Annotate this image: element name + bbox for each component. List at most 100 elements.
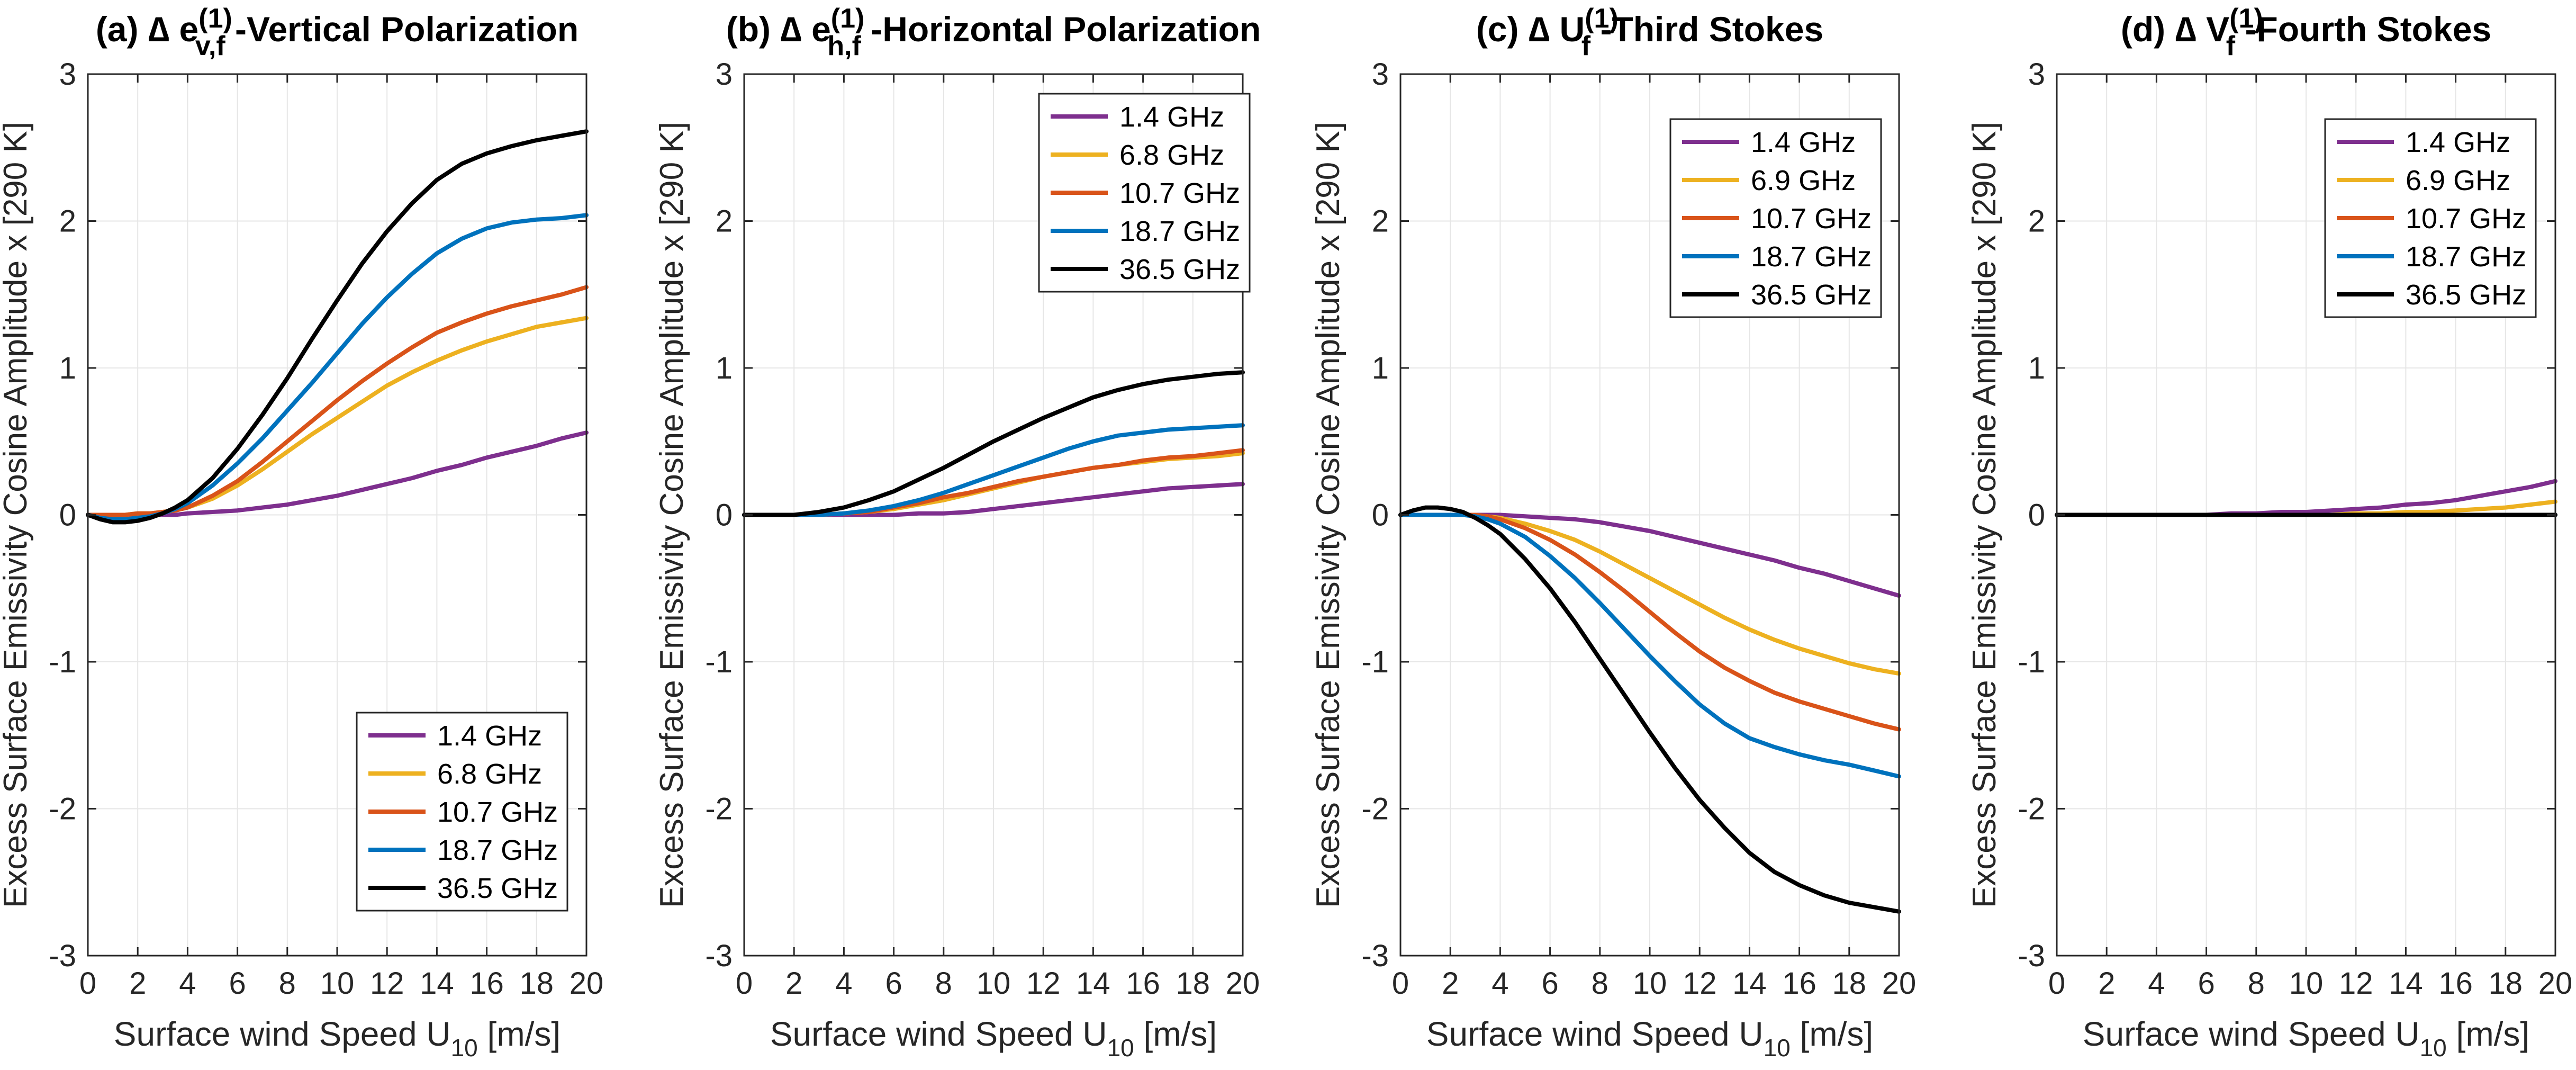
y-tick-label: -2 xyxy=(1361,792,1389,826)
x-axis-label-unit: [m/s] xyxy=(1791,1015,1873,1053)
panel-title-subscript: v,f xyxy=(195,31,226,61)
x-tick-label: 16 xyxy=(469,966,504,1001)
panel-title-subscript: f xyxy=(1581,31,1591,61)
panel-title: (d) ∆ V(1) f -Fourth Stokes xyxy=(2121,3,2491,61)
x-tick-label: 8 xyxy=(935,966,952,1001)
x-tick-label: 16 xyxy=(1126,966,1160,1001)
x-tick-label: 18 xyxy=(2489,966,2523,1001)
x-axis-label: Surface wind Speed U10 [m/s] xyxy=(1426,1015,1873,1062)
x-tick-label: 8 xyxy=(1592,966,1608,1001)
panel-title-prefix: (b) ∆ e xyxy=(726,10,831,49)
legend-entry-label: 1.4 GHz xyxy=(1119,101,1224,133)
series-line xyxy=(86,285,589,517)
x-tick-label: 20 xyxy=(1882,966,1917,1001)
panel-title-superscript: (1) xyxy=(1585,3,1619,34)
y-tick-label: -1 xyxy=(1361,645,1389,679)
legend-entry-label: 1.4 GHz xyxy=(2406,127,2510,158)
y-tick-label: 2 xyxy=(1372,204,1389,239)
legend-entry-label: 10.7 GHz xyxy=(1751,203,1872,235)
legend-entry-label: 10.7 GHz xyxy=(2406,203,2526,235)
x-tick-label: 20 xyxy=(1226,966,1260,1001)
y-axis-label: Excess Surface Emissivity Cosine Amplitu… xyxy=(1310,122,1346,908)
legend-entry-label: 36.5 GHz xyxy=(2406,279,2526,311)
x-tick-label: 10 xyxy=(1633,966,1667,1001)
y-tick-label: 0 xyxy=(59,498,76,533)
panel-title-suffix: -Horizontal Polarization xyxy=(861,10,1261,49)
panel-title-suffix: -Third Stokes xyxy=(1590,10,1823,49)
legend-entry-label: 36.5 GHz xyxy=(1119,254,1240,285)
legend: 1.4 GHz 6.9 GHz 10.7 GHz 18.7 GHz 36.5 GHz xyxy=(2324,118,2537,318)
y-tick-label: -1 xyxy=(2018,645,2045,679)
x-tick-label: 6 xyxy=(885,966,902,1001)
legend-entry-label: 6.9 GHz xyxy=(1751,165,1856,196)
x-tick-label: 16 xyxy=(1782,966,1816,1001)
y-tick-label: 1 xyxy=(716,351,733,385)
panel-title-superscript: (1) xyxy=(198,3,232,34)
legend: 1.4 GHz 6.8 GHz 10.7 GHz 18.7 GHz 36.5 GHz xyxy=(1038,93,1251,293)
series-line xyxy=(86,129,589,525)
legend-entry-label: 36.5 GHz xyxy=(437,873,558,904)
x-axis-label: Surface wind Speed U10 [m/s] xyxy=(2083,1015,2529,1062)
legend-entry-label: 6.8 GHz xyxy=(1119,139,1224,171)
panel-title-subscript: h,f xyxy=(827,31,861,61)
y-tick-label: -2 xyxy=(2018,792,2045,826)
x-tick-label: 20 xyxy=(2538,966,2573,1001)
series-line xyxy=(742,370,1245,517)
y-tick-label: 0 xyxy=(2028,498,2045,533)
x-axis-label-subscript: 10 xyxy=(1764,1034,1791,1062)
panel-title-subscript: f xyxy=(2226,31,2236,61)
series-line xyxy=(1398,505,1901,914)
x-axis-label-main: Surface wind Speed U xyxy=(114,1015,451,1053)
x-tick-label: 14 xyxy=(1076,966,1110,1001)
x-axis-label-main: Surface wind Speed U xyxy=(1426,1015,1764,1053)
y-tick-label: -2 xyxy=(49,792,76,826)
legend-entry-label: 18.7 GHz xyxy=(437,834,558,866)
series-line xyxy=(86,213,589,521)
x-tick-label: 18 xyxy=(520,966,554,1001)
x-tick-label: 8 xyxy=(279,966,296,1001)
y-tick-label: 2 xyxy=(2028,204,2045,239)
legend-entry-label: 10.7 GHz xyxy=(437,796,558,828)
x-tick-label: 14 xyxy=(1732,966,1767,1001)
y-tick-label: 3 xyxy=(59,57,76,92)
x-tick-label: 10 xyxy=(977,966,1011,1001)
panel-title-superscript: (1) xyxy=(831,3,865,34)
y-axis-label: Excess Surface Emissivity Cosine Amplitu… xyxy=(654,122,690,908)
series-line xyxy=(1398,512,1901,779)
y-tick-label: -3 xyxy=(1361,939,1389,973)
legend-entry-label: 10.7 GHz xyxy=(1119,177,1240,209)
legend-entry-label: 6.9 GHz xyxy=(2406,165,2510,196)
legend-entry-label: 18.7 GHz xyxy=(1751,241,1872,273)
y-tick-label: 0 xyxy=(1372,498,1389,533)
x-tick-label: 10 xyxy=(2289,966,2324,1001)
panel-title-suffix: -Fourth Stokes xyxy=(2235,10,2491,49)
panel-title-prefix: (d) ∆ V xyxy=(2121,10,2229,49)
y-tick-label: -1 xyxy=(705,645,733,679)
x-tick-label: 4 xyxy=(835,966,852,1001)
y-tick-label: -1 xyxy=(49,645,76,679)
y-tick-label: 1 xyxy=(1372,351,1389,385)
x-tick-label: 12 xyxy=(2339,966,2373,1001)
x-tick-label: 0 xyxy=(736,966,753,1001)
x-tick-label: 4 xyxy=(179,966,196,1001)
x-tick-label: 16 xyxy=(2438,966,2473,1001)
y-tick-label: -3 xyxy=(49,939,76,973)
legend-entry-label: 18.7 GHz xyxy=(1119,215,1240,247)
x-tick-label: 20 xyxy=(570,966,604,1001)
x-axis-label-subscript: 10 xyxy=(451,1034,478,1062)
legend-entry-label: 1.4 GHz xyxy=(1751,127,1856,158)
x-tick-label: 8 xyxy=(2248,966,2265,1001)
y-tick-label: 1 xyxy=(2028,351,2045,385)
x-axis-label-subscript: 10 xyxy=(2420,1034,2447,1062)
x-tick-label: 2 xyxy=(2098,966,2115,1001)
legend-entry-label: 18.7 GHz xyxy=(2406,241,2526,273)
y-tick-label: 2 xyxy=(59,204,76,239)
panel-title-suffix: -Vertical Polarization xyxy=(225,10,579,49)
x-tick-label: 14 xyxy=(2389,966,2423,1001)
x-axis-label-subscript: 10 xyxy=(1107,1034,1134,1062)
y-tick-label: 0 xyxy=(716,498,733,533)
